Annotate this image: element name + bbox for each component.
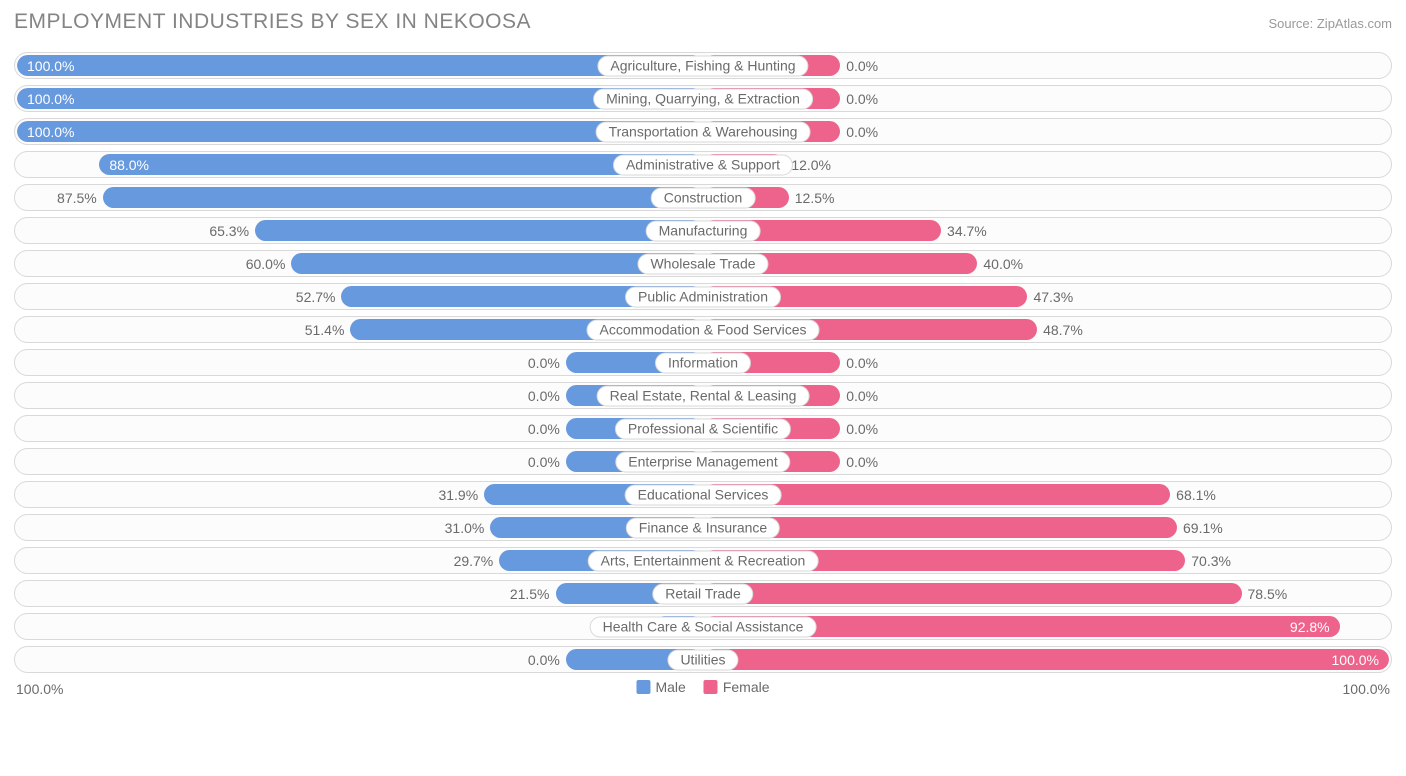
female-value: 34.7% bbox=[947, 223, 987, 239]
female-value: 47.3% bbox=[1033, 289, 1073, 305]
male-value: 31.0% bbox=[445, 520, 485, 536]
female-bar bbox=[703, 649, 1389, 670]
chart-row: 51.4% 48.7% Accommodation & Food Services bbox=[14, 316, 1392, 343]
female-value: 69.1% bbox=[1183, 520, 1223, 536]
chart-row: 52.7% 47.3% Public Administration bbox=[14, 283, 1392, 310]
swatch-male bbox=[636, 680, 650, 694]
legend-item-female: Female bbox=[704, 679, 770, 695]
female-value: 92.8% bbox=[1290, 619, 1330, 635]
chart-row: 0.0% 0.0% Enterprise Management bbox=[14, 448, 1392, 475]
chart-source: Source: ZipAtlas.com bbox=[1268, 16, 1392, 31]
category-label: Retail Trade bbox=[652, 583, 753, 604]
female-value: 0.0% bbox=[846, 91, 878, 107]
chart-row: 0.0% 0.0% Information bbox=[14, 349, 1392, 376]
category-label: Wholesale Trade bbox=[637, 253, 768, 274]
male-value: 0.0% bbox=[528, 454, 560, 470]
female-value: 100.0% bbox=[1332, 652, 1379, 668]
category-label: Manufacturing bbox=[646, 220, 761, 241]
category-label: Agriculture, Fishing & Hunting bbox=[597, 55, 808, 76]
chart-row: 100.0% 0.0% Agriculture, Fishing & Hunting bbox=[14, 52, 1392, 79]
female-value: 0.0% bbox=[846, 454, 878, 470]
category-label: Educational Services bbox=[625, 484, 782, 505]
male-value: 0.0% bbox=[528, 652, 560, 668]
female-value: 12.0% bbox=[791, 157, 831, 173]
chart-header: EMPLOYMENT INDUSTRIES BY SEX IN NEKOOSA … bbox=[14, 10, 1392, 34]
female-value: 0.0% bbox=[846, 58, 878, 74]
category-label: Real Estate, Rental & Leasing bbox=[597, 385, 810, 406]
female-value: 68.1% bbox=[1176, 487, 1216, 503]
category-label: Construction bbox=[651, 187, 756, 208]
male-bar bbox=[103, 187, 703, 208]
male-value: 100.0% bbox=[27, 58, 74, 74]
male-value: 21.5% bbox=[510, 586, 550, 602]
chart-row: 87.5% 12.5% Construction bbox=[14, 184, 1392, 211]
male-value: 0.0% bbox=[528, 421, 560, 437]
axis-label-right: 100.0% bbox=[1343, 681, 1390, 697]
chart-row: 7.2%92.8%Health Care & Social Assistance bbox=[14, 613, 1392, 640]
chart-row: 29.7% 70.3% Arts, Entertainment & Recreati… bbox=[14, 547, 1392, 574]
chart-row: 100.0% 0.0% Transportation & Warehousing bbox=[14, 118, 1392, 145]
male-value: 100.0% bbox=[27, 124, 74, 140]
chart-row: 0.0% 0.0% Real Estate, Rental & Leasing bbox=[14, 382, 1392, 409]
legend: Male Female bbox=[636, 679, 769, 695]
legend-item-male: Male bbox=[636, 679, 685, 695]
chart-row: 31.0% 69.1% Finance & Insurance bbox=[14, 514, 1392, 541]
male-value: 51.4% bbox=[305, 322, 345, 338]
male-value: 31.9% bbox=[438, 487, 478, 503]
chart-row: 100.0% 0.0% Mining, Quarrying, & Extractio… bbox=[14, 85, 1392, 112]
axis-label-left: 100.0% bbox=[16, 681, 63, 697]
chart-row: 65.3% 34.7% Manufacturing bbox=[14, 217, 1392, 244]
female-value: 78.5% bbox=[1248, 586, 1288, 602]
category-label: Information bbox=[655, 352, 751, 373]
category-label: Public Administration bbox=[625, 286, 781, 307]
category-label: Accommodation & Food Services bbox=[587, 319, 820, 340]
chart-row: 21.5% 78.5% Retail Trade bbox=[14, 580, 1392, 607]
legend-label-female: Female bbox=[723, 679, 770, 695]
category-label: Enterprise Management bbox=[615, 451, 790, 472]
male-value: 29.7% bbox=[454, 553, 494, 569]
male-value: 87.5% bbox=[57, 190, 97, 206]
swatch-female bbox=[704, 680, 718, 694]
female-bar bbox=[703, 583, 1242, 604]
chart-row: 88.0% 12.0%Administrative & Support bbox=[14, 151, 1392, 178]
female-value: 48.7% bbox=[1043, 322, 1083, 338]
category-label: Administrative & Support bbox=[613, 154, 793, 175]
category-label: Arts, Entertainment & Recreation bbox=[588, 550, 819, 571]
male-value: 52.7% bbox=[296, 289, 336, 305]
category-label: Professional & Scientific bbox=[615, 418, 791, 439]
diverging-bar-chart: 100.0% 0.0% Agriculture, Fishing & Hunting… bbox=[14, 52, 1392, 673]
female-value: 0.0% bbox=[846, 388, 878, 404]
female-value: 0.0% bbox=[846, 421, 878, 437]
category-label: Transportation & Warehousing bbox=[596, 121, 811, 142]
female-value: 70.3% bbox=[1191, 553, 1231, 569]
chart-footer: 100.0% Male Female 100.0% bbox=[14, 677, 1392, 703]
category-label: Health Care & Social Assistance bbox=[590, 616, 817, 637]
category-label: Utilities bbox=[667, 649, 738, 670]
male-value: 100.0% bbox=[27, 91, 74, 107]
male-value: 0.0% bbox=[528, 355, 560, 371]
male-value: 60.0% bbox=[246, 256, 286, 272]
chart-row: 0.0% 100.0% Utilities bbox=[14, 646, 1392, 673]
female-value: 12.5% bbox=[795, 190, 835, 206]
chart-row: 60.0% 40.0% Wholesale Trade bbox=[14, 250, 1392, 277]
category-label: Mining, Quarrying, & Extraction bbox=[593, 88, 813, 109]
male-value: 0.0% bbox=[528, 388, 560, 404]
chart-row: 31.9% 68.1% Educational Services bbox=[14, 481, 1392, 508]
male-value: 88.0% bbox=[109, 157, 149, 173]
chart-row: 0.0% 0.0% Professional & Scientific bbox=[14, 415, 1392, 442]
female-value: 0.0% bbox=[846, 124, 878, 140]
male-bar bbox=[255, 220, 703, 241]
female-value: 40.0% bbox=[983, 256, 1023, 272]
male-value: 65.3% bbox=[209, 223, 249, 239]
female-value: 0.0% bbox=[846, 355, 878, 371]
legend-label-male: Male bbox=[655, 679, 685, 695]
category-label: Finance & Insurance bbox=[626, 517, 780, 538]
chart-title: EMPLOYMENT INDUSTRIES BY SEX IN NEKOOSA bbox=[14, 10, 531, 34]
